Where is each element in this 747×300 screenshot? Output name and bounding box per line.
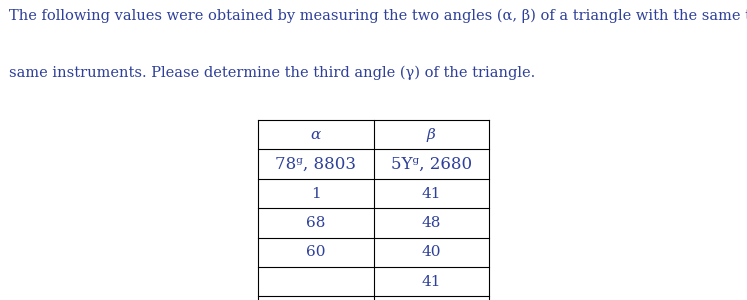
Text: 1: 1 <box>311 187 320 200</box>
Text: 78ᵍ, 8803: 78ᵍ, 8803 <box>275 156 356 172</box>
Text: 40: 40 <box>421 245 441 259</box>
Text: 41: 41 <box>421 275 441 289</box>
Text: β: β <box>427 128 436 142</box>
Text: 60: 60 <box>306 245 326 259</box>
Text: same instruments. Please determine the third angle (γ) of the triangle.: same instruments. Please determine the t… <box>9 66 535 80</box>
Text: The following values were obtained by measuring the two angles (α, β) of a trian: The following values were obtained by me… <box>9 9 747 23</box>
Text: α: α <box>311 128 320 142</box>
Text: 68: 68 <box>306 216 325 230</box>
Text: 5Yᵍ, 2680: 5Yᵍ, 2680 <box>391 156 472 172</box>
Text: 41: 41 <box>421 187 441 200</box>
Text: 48: 48 <box>422 216 441 230</box>
